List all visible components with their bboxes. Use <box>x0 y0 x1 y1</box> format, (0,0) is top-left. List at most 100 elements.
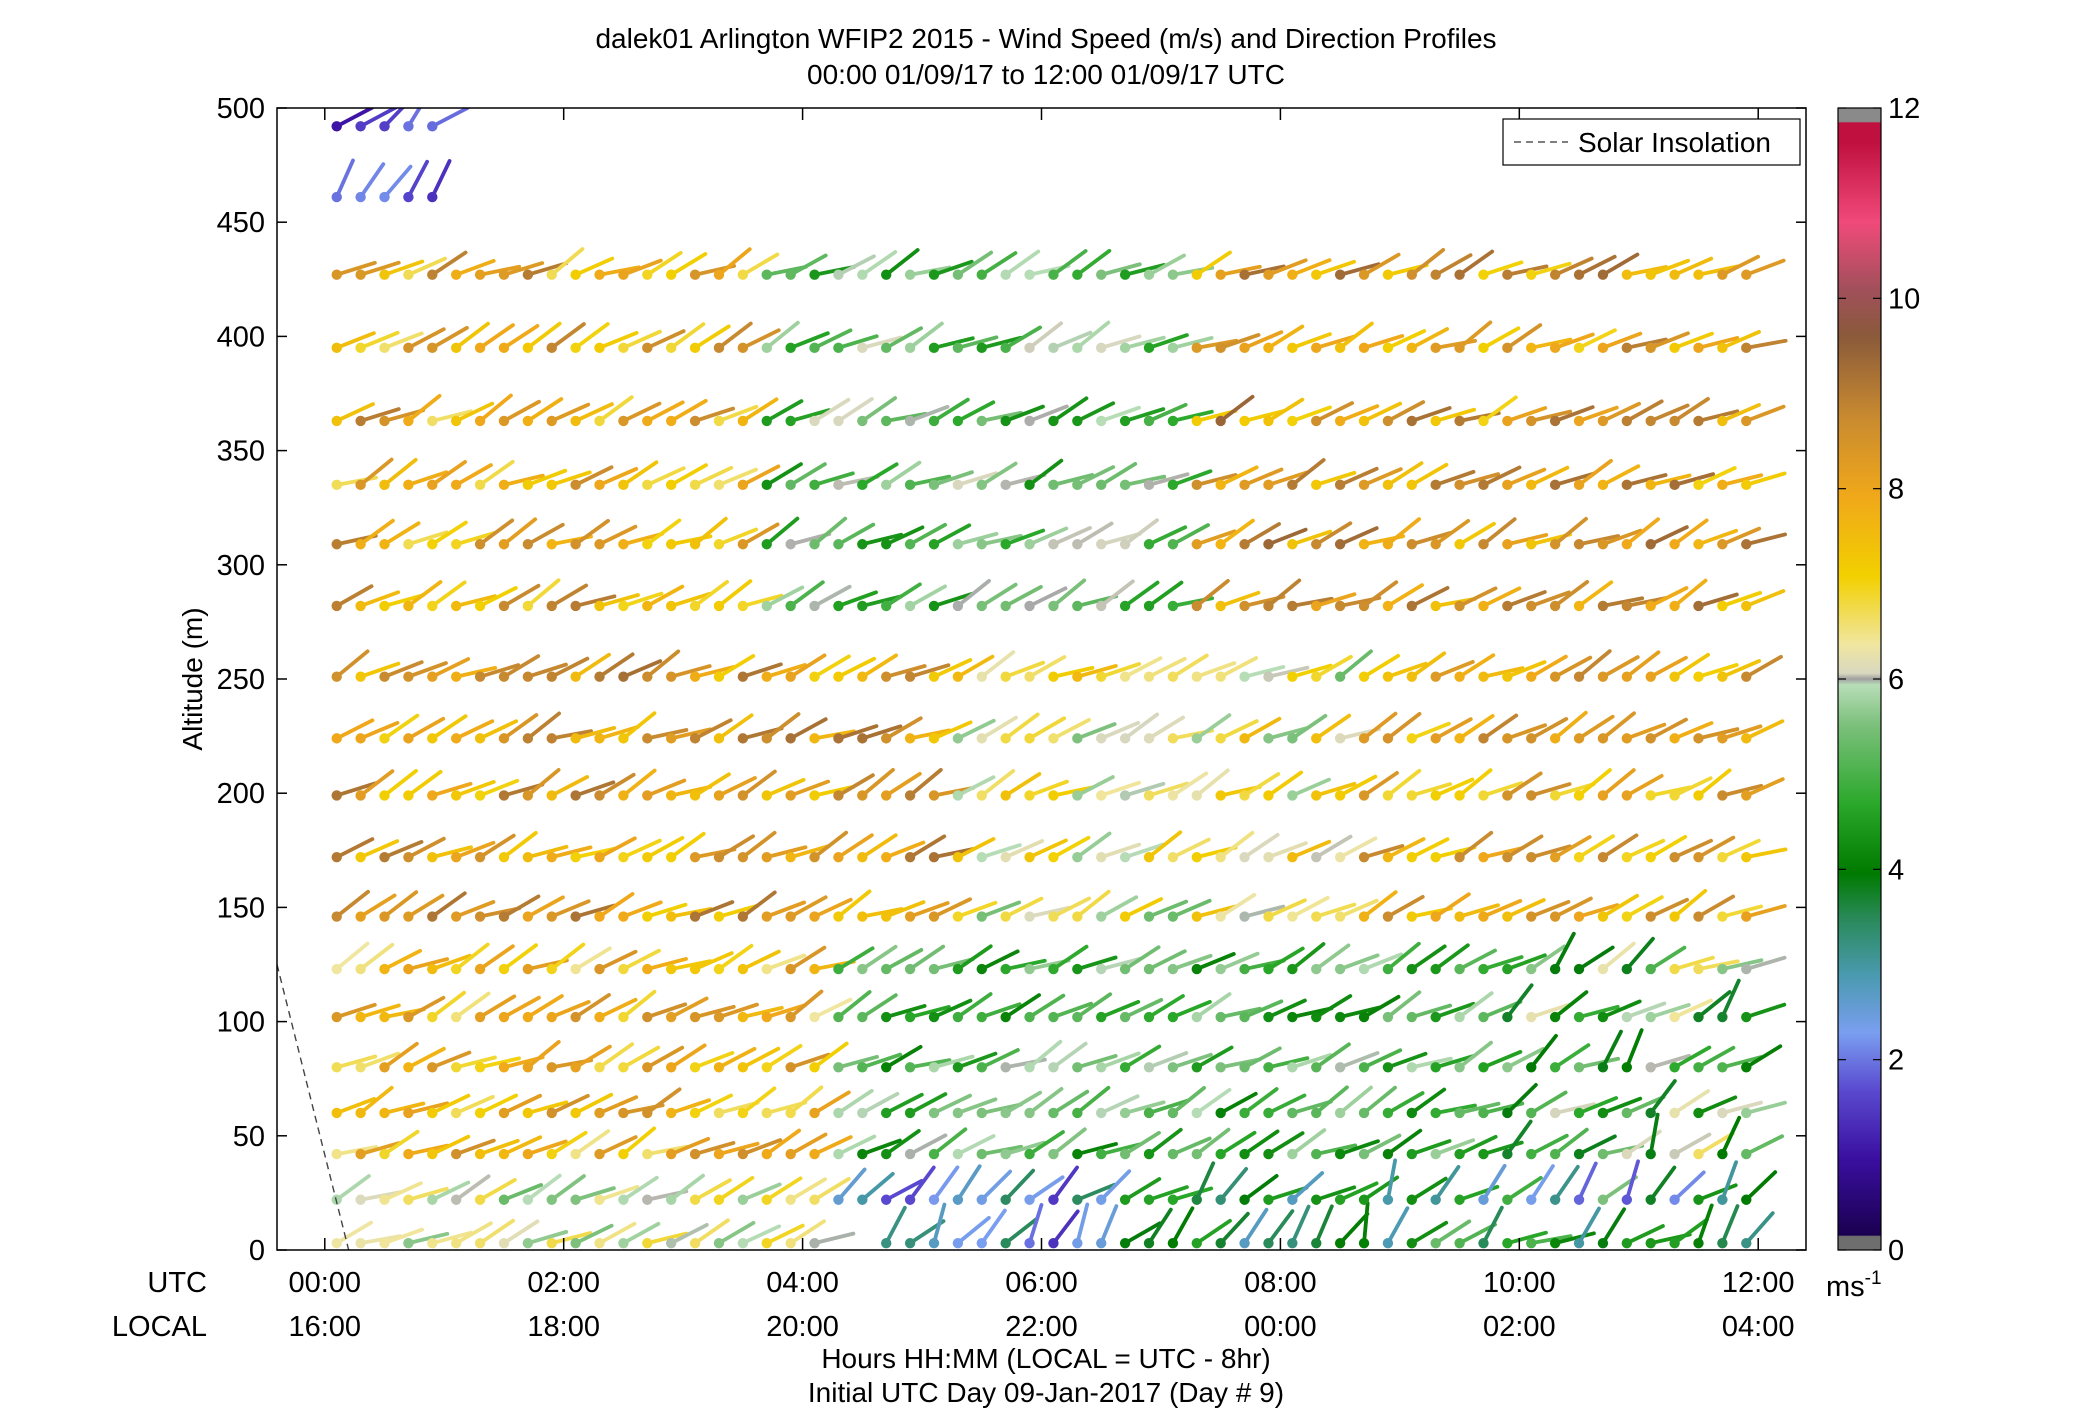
wind-barb-dot <box>713 269 725 280</box>
wind-barb <box>881 900 926 922</box>
wind-barb-shaft <box>1170 1136 1212 1156</box>
y-tick-label: 200 <box>217 778 265 810</box>
wind-barb-dot <box>1621 1062 1633 1073</box>
wind-barb-dot <box>379 1062 390 1073</box>
wind-barb <box>833 522 876 550</box>
wind-barb-dot <box>427 1148 438 1160</box>
wind-barb <box>1502 1175 1543 1205</box>
wind-barb-dot <box>1406 600 1418 612</box>
wind-barb <box>1478 395 1518 427</box>
wind-barb-shaft <box>1051 896 1092 919</box>
wind-barb-shaft <box>764 953 807 971</box>
wind-barb-shaft <box>454 1055 497 1070</box>
wind-barb <box>498 583 541 612</box>
wind-barb-dot <box>474 1148 486 1160</box>
wind-barb <box>952 900 998 922</box>
wind-barb-shaft <box>1457 768 1493 798</box>
wind-barb-shaft <box>836 656 877 679</box>
wind-barb-dot <box>331 851 342 863</box>
wind-barb-dot <box>570 479 581 491</box>
wind-barb-dot <box>1167 1194 1179 1205</box>
wind-barb-dot <box>1669 1107 1680 1119</box>
wind-barb-shaft <box>1720 1204 1740 1246</box>
wind-barb-dot <box>1096 790 1107 801</box>
wind-barb <box>1549 896 1593 922</box>
wind-barb <box>1645 1002 1691 1023</box>
wind-barb <box>1143 1207 1173 1249</box>
wind-barb-dot <box>881 963 892 975</box>
wind-barb <box>1000 839 1045 863</box>
wind-barb-dot <box>1573 1011 1585 1023</box>
wind-barb-dot <box>1215 600 1226 612</box>
wind-barb-dot <box>618 600 629 612</box>
wind-barb-shaft <box>645 1045 685 1070</box>
wind-barb-shaft <box>525 321 562 350</box>
wind-barb <box>713 1175 755 1205</box>
wind-barb-shaft <box>1386 894 1425 919</box>
wind-barb-shaft <box>1696 1045 1736 1070</box>
wind-barb <box>928 1093 972 1119</box>
wind-barb-dot <box>498 1194 510 1205</box>
wind-barb-shaft <box>1362 844 1405 860</box>
wind-barb-shaft <box>1075 521 1114 547</box>
wind-barb <box>522 522 565 550</box>
wind-barb-shaft <box>764 1044 803 1070</box>
wind-barb-shaft <box>1601 252 1640 277</box>
wind-barb <box>1334 953 1380 975</box>
wind-barb-shaft <box>955 250 994 277</box>
wind-barb-shaft <box>334 158 355 199</box>
wind-barb-shaft <box>1362 401 1402 423</box>
wind-barb-dot <box>665 671 677 682</box>
wind-barb-shaft <box>1553 471 1596 487</box>
wind-barb-dot <box>1287 539 1298 550</box>
wind-barb-dot <box>331 479 342 491</box>
wind-barb <box>1621 1001 1667 1023</box>
wind-barb-shaft <box>979 1208 1007 1246</box>
wind-barb-shaft <box>1099 262 1142 277</box>
wind-barb-dot <box>1621 539 1633 550</box>
wind-barb-shaft <box>1194 529 1237 547</box>
wind-barb-shaft <box>645 1002 688 1019</box>
wind-barb <box>1741 258 1786 280</box>
wind-barb <box>1048 396 1089 427</box>
wind-barb-dot <box>403 911 414 922</box>
wind-barb-dot <box>1191 600 1202 612</box>
wind-barb-shaft <box>717 527 759 547</box>
wind-barb <box>1287 895 1330 922</box>
wind-barb <box>450 900 496 922</box>
wind-barb-dot <box>331 415 342 427</box>
wind-barb-dot <box>976 1148 987 1160</box>
wind-barb-shaft <box>549 322 586 350</box>
wind-barb-dot <box>1406 851 1418 863</box>
wind-barb <box>1334 1085 1373 1119</box>
wind-barb-dot <box>1573 733 1585 744</box>
wind-barb-dot <box>522 415 534 427</box>
wind-barb-dot <box>1334 1062 1346 1073</box>
wind-barb <box>737 1046 781 1073</box>
wind-barb-shaft <box>1003 1090 1043 1115</box>
wind-barb-dot <box>1096 479 1107 491</box>
wind-barb-dot <box>355 851 366 863</box>
wind-barb-shaft <box>478 1138 520 1156</box>
wind-barb-shaft <box>1147 1185 1189 1202</box>
wind-barb <box>618 768 657 801</box>
wind-barb <box>1741 1170 1778 1205</box>
wind-barb <box>737 830 777 863</box>
wind-barb <box>427 714 468 744</box>
wind-barb-dot <box>1191 539 1202 550</box>
wind-barb <box>1143 830 1183 863</box>
wind-barb <box>1263 946 1305 975</box>
wind-barb-dot <box>1024 911 1035 922</box>
wind-barb-dot <box>522 963 534 975</box>
wind-barb-dot <box>1263 911 1274 922</box>
wind-barb-dot <box>761 790 772 801</box>
wind-barb <box>1215 394 1255 427</box>
wind-barb-shaft <box>1123 1221 1162 1246</box>
wind-barb <box>713 321 753 354</box>
wind-barb-shaft <box>1123 656 1163 679</box>
wind-barb-dot <box>952 479 964 491</box>
wind-barb <box>1693 1095 1738 1119</box>
wind-barb-dot <box>1000 963 1011 975</box>
wind-barb-dot <box>1549 851 1561 863</box>
wind-barb-dot <box>1693 415 1704 427</box>
